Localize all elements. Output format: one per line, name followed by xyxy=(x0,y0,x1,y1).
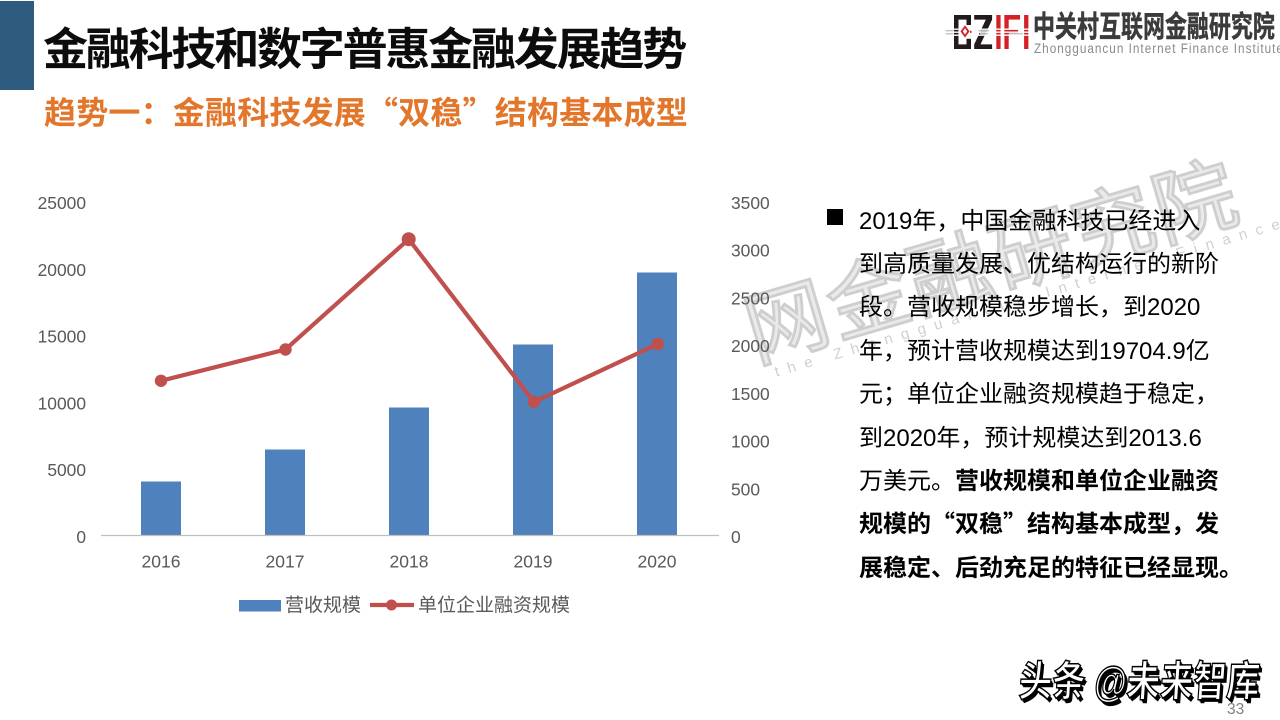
svg-text:25000: 25000 xyxy=(38,193,86,213)
svg-text:2019: 2019 xyxy=(514,552,553,572)
svg-text:20000: 20000 xyxy=(38,260,86,280)
svg-text:5000: 5000 xyxy=(47,460,86,480)
svg-text:0: 0 xyxy=(731,527,741,547)
svg-text:15000: 15000 xyxy=(38,327,86,347)
svg-text:2020: 2020 xyxy=(638,552,677,572)
svg-text:3000: 3000 xyxy=(731,241,770,261)
svg-text:2016: 2016 xyxy=(142,552,181,572)
svg-text:2500: 2500 xyxy=(731,288,770,308)
svg-text:营收规模: 营收规模 xyxy=(285,591,361,618)
svg-text:3500: 3500 xyxy=(731,193,770,213)
svg-text:1500: 1500 xyxy=(731,384,770,404)
svg-text:单位企业融资规模: 单位企业融资规模 xyxy=(418,591,570,618)
svg-text:2018: 2018 xyxy=(390,552,429,572)
svg-text:500: 500 xyxy=(731,479,760,499)
svg-text:2017: 2017 xyxy=(266,552,305,572)
svg-text:2000: 2000 xyxy=(731,336,770,356)
svg-text:10000: 10000 xyxy=(38,393,86,413)
svg-text:0: 0 xyxy=(76,527,86,547)
svg-text:1000: 1000 xyxy=(731,432,770,452)
